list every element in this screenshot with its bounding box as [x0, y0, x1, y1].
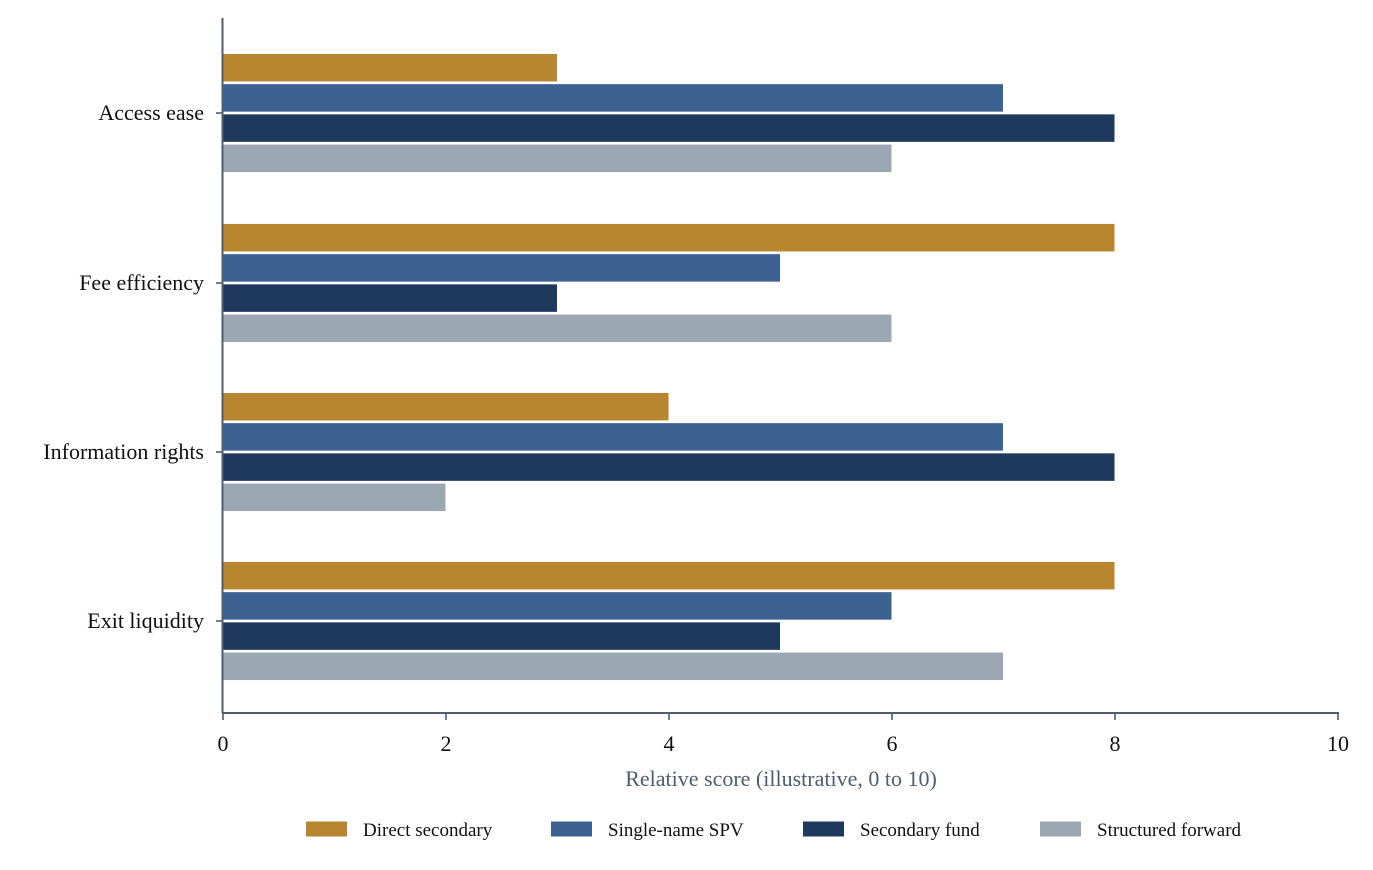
- x-tick-label: 0: [218, 731, 229, 756]
- bar-access-ease-direct-secondary: [222, 52, 558, 83]
- x-tick-label: 10: [1327, 731, 1349, 756]
- x-axis-title: Relative score (illustrative, 0 to 10): [625, 766, 937, 791]
- bar-access-ease-single-name-spv: [222, 83, 1004, 113]
- bar-fee-efficiency-single-name-spv: [222, 253, 781, 283]
- legend-item: Secondary fund: [803, 820, 980, 841]
- legend-item: Direct secondary: [306, 820, 493, 841]
- bar-access-ease-structured-forward: [222, 143, 893, 174]
- bar-information-rights-secondary-fund: [222, 452, 1116, 482]
- x-tick-label: 8: [1110, 731, 1121, 756]
- bar-fee-efficiency-secondary-fund: [222, 283, 558, 313]
- category-label: Exit liquidity: [87, 608, 204, 633]
- bar-exit-liquidity-direct-secondary: [222, 560, 1116, 591]
- bar-information-rights-single-name-spv: [222, 422, 1004, 452]
- bar-exit-liquidity-structured-forward: [222, 651, 1004, 682]
- legend-swatch: [551, 821, 592, 837]
- bars-layer: [222, 52, 1116, 682]
- bar-exit-liquidity-single-name-spv: [222, 591, 893, 621]
- axes-layer: [221, 18, 1339, 714]
- x-tick-label: 4: [664, 731, 675, 756]
- legend-item: Structured forward: [1040, 820, 1242, 841]
- legend: Direct secondary Single-name SPV Secondary…: [306, 820, 1242, 841]
- legend-item: Single-name SPV: [551, 820, 744, 841]
- legend-label: Secondary fund: [860, 820, 980, 841]
- category-labels-layer: Access ease Fee efficiency Information rig…: [43, 100, 222, 633]
- bar-fee-efficiency-direct-secondary: [222, 222, 1116, 253]
- category-label: Fee efficiency: [79, 270, 204, 295]
- bar-information-rights-structured-forward: [222, 482, 447, 513]
- x-tick-label: 2: [441, 731, 452, 756]
- legend-swatch: [1040, 821, 1081, 837]
- bar-fee-efficiency-structured-forward: [222, 313, 893, 344]
- bar-access-ease-secondary-fund: [222, 113, 1116, 143]
- legend-swatch: [803, 821, 844, 837]
- category-label: Information rights: [43, 439, 204, 464]
- category-label: Access ease: [98, 100, 204, 125]
- x-tick-label: 6: [887, 731, 898, 756]
- bar-exit-liquidity-secondary-fund: [222, 621, 781, 651]
- legend-swatch: [306, 821, 347, 837]
- legend-label: Structured forward: [1097, 820, 1242, 841]
- legend-label: Single-name SPV: [608, 820, 744, 841]
- bar-information-rights-direct-secondary: [222, 391, 670, 422]
- ticks-layer: 0 2 4 6 8 10: [218, 713, 1349, 756]
- legend-label: Direct secondary: [363, 820, 493, 841]
